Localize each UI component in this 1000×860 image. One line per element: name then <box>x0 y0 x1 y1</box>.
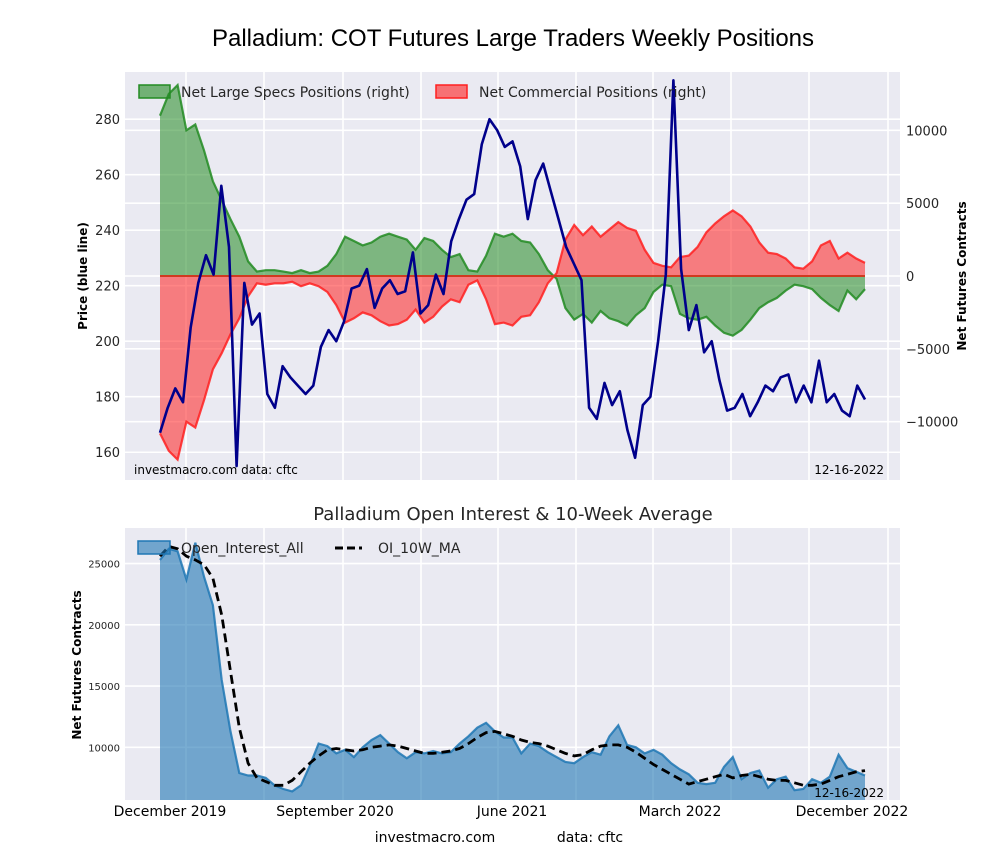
bottom-x-ticks: December 2019 September 2020 June 2021 Marc… <box>114 804 909 820</box>
bottom-ytick-label: 10000 <box>88 743 120 754</box>
legend-label-open-interest: Open_Interest_All <box>181 541 304 557</box>
legend-label-net-large-specs: Net Large Specs Positions (right) <box>181 85 410 101</box>
top-left-ytick-label: 160 <box>95 446 120 461</box>
bottom-date-note: 12-16-2022 <box>814 786 884 800</box>
top-right-y-ticks: −10000 −5000 0 5000 10000 <box>906 124 958 430</box>
legend-swatch-net-large-specs <box>138 84 171 99</box>
bottom-legend: Open_Interest_All OI_10W_MA <box>137 540 461 557</box>
oi-moving-average-line <box>158 544 866 787</box>
top-left-ytick-label: 200 <box>95 335 120 350</box>
legend-label-net-commercial: Net Commercial Positions (right) <box>479 85 706 101</box>
top-left-ytick-label: 260 <box>95 169 120 184</box>
bottom-line-series <box>158 544 866 787</box>
top-right-ytick-label: −5000 <box>906 343 950 358</box>
legend-label-oi-ma: OI_10W_MA <box>378 541 461 557</box>
legend-swatch-net-commercial <box>435 84 468 99</box>
top-left-ytick-label: 280 <box>95 113 120 128</box>
bottom-xtick-label: September 2020 <box>276 804 393 820</box>
top-left-ytick-label: 180 <box>95 391 120 406</box>
top-line-series <box>158 79 867 468</box>
bottom-y-ticks: 10000 15000 20000 25000 <box>88 560 120 755</box>
legend-swatch-open-interest <box>137 540 171 555</box>
top-right-ytick-label: −10000 <box>906 416 958 431</box>
chart-title: Palladium: COT Futures Large Traders Wee… <box>212 25 814 52</box>
bottom-ytick-label: 20000 <box>88 621 120 632</box>
top-y-axis-label-right: Net Futures Contracts <box>955 201 969 350</box>
top-left-ytick-label: 220 <box>95 280 120 295</box>
footer-source: investmacro.com <box>375 830 495 846</box>
bottom-xtick-label: December 2022 <box>796 804 909 820</box>
top-left-y-ticks: 160 180 200 220 240 260 280 <box>95 113 120 461</box>
top-y-axis-label-left: Price (blue line) <box>76 222 90 330</box>
bottom-ytick-label: 15000 <box>88 682 120 693</box>
top-date-note: 12-16-2022 <box>814 463 884 477</box>
bottom-xtick-label: March 2022 <box>639 804 722 820</box>
bottom-xtick-label: December 2019 <box>114 804 227 820</box>
top-legend: Net Large Specs Positions (right) Net Co… <box>138 84 706 101</box>
top-left-ytick-label: 240 <box>95 224 120 239</box>
top-right-ytick-label: 0 <box>906 270 914 285</box>
top-area-series <box>158 82 866 462</box>
area-line-net-large-specs <box>158 82 866 337</box>
area-line-net-commercial <box>159 209 866 462</box>
bottom-ytick-label: 25000 <box>88 560 120 571</box>
top-right-ytick-label: 5000 <box>906 197 939 212</box>
top-source-note: investmacro.com data: cftc <box>134 463 298 477</box>
area-fill-net-large-specs <box>160 85 865 336</box>
price-line <box>158 79 867 468</box>
footer-data: data: cftc <box>557 830 623 846</box>
area-fill-net-commercial <box>160 210 865 460</box>
open-interest-area <box>160 542 865 800</box>
bottom-xtick-label: June 2021 <box>476 804 548 820</box>
bottom-y-axis-label: Net Futures Contracts <box>70 590 84 739</box>
top-right-ytick-label: 10000 <box>906 124 947 139</box>
oi-chart-title: Palladium Open Interest & 10-Week Averag… <box>313 504 712 525</box>
